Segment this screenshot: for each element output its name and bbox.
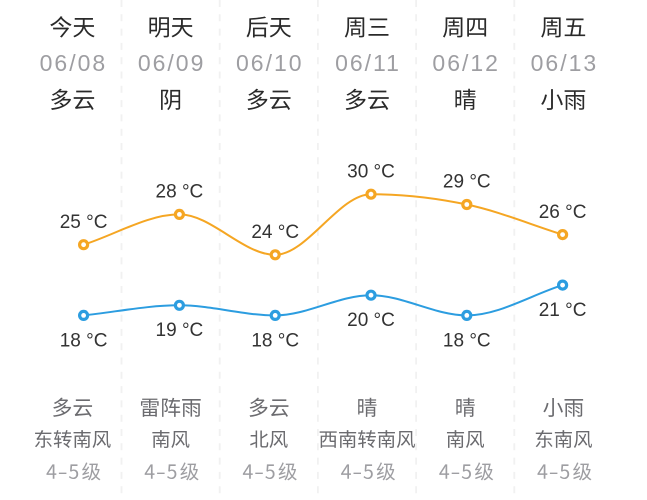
svg-text:06/10: 06/10: [236, 50, 304, 76]
svg-text:06/11: 06/11: [335, 50, 401, 76]
svg-text:18 °C: 18 °C: [251, 330, 299, 351]
svg-text:21 °C: 21 °C: [539, 300, 587, 321]
svg-text:29 °C: 29 °C: [443, 172, 491, 193]
svg-text:28 °C: 28 °C: [156, 182, 204, 203]
svg-text:26 °C: 26 °C: [539, 202, 587, 223]
svg-text:19 °C: 19 °C: [156, 320, 204, 341]
svg-text:25 °C: 25 °C: [60, 212, 108, 233]
svg-text:06/12: 06/12: [432, 50, 500, 76]
svg-text:06/13: 06/13: [531, 50, 599, 76]
svg-text:06/09: 06/09: [138, 50, 206, 76]
svg-text:24 °C: 24 °C: [251, 222, 299, 243]
svg-text:18 °C: 18 °C: [443, 330, 491, 351]
svg-text:18 °C: 18 °C: [60, 330, 108, 351]
svg-text:20 °C: 20 °C: [347, 310, 395, 331]
svg-text:30 °C: 30 °C: [347, 161, 395, 182]
svg-text:06/08: 06/08: [40, 50, 108, 76]
